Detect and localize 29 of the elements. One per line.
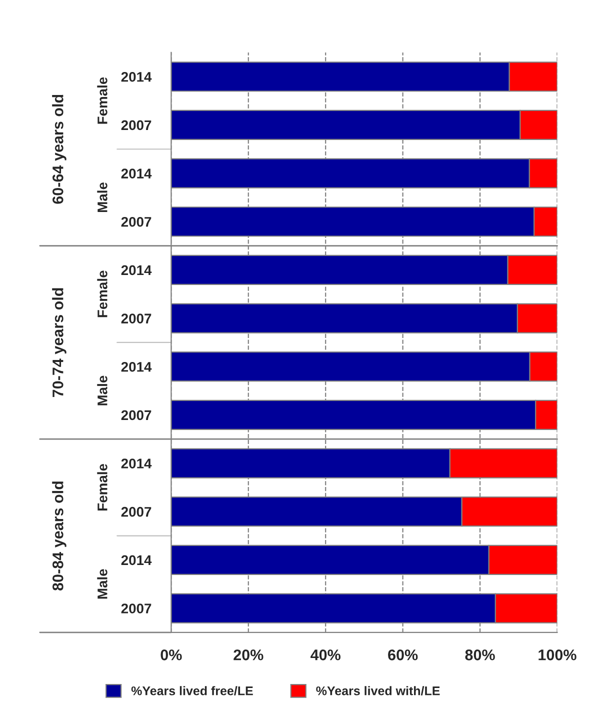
y-tick-label: 2014 [121, 168, 152, 178]
text: Male [97, 569, 108, 599]
text: Female [97, 77, 108, 124]
legend-label: %Years lived free/LE [131, 686, 253, 696]
y-tick-label: 2014 [121, 72, 152, 82]
y-tick-label: 2007 [121, 216, 152, 227]
y-tick-label: 2007 [121, 314, 152, 324]
y-tick-label: 2007 [121, 120, 152, 130]
x-tick-label: 20% [234, 650, 264, 660]
x-tick-label: 0% [160, 650, 182, 660]
y-tick-label: 2007 [121, 604, 152, 614]
y-tick-label: 2014 [121, 362, 152, 372]
text: 60-64 years old [52, 94, 66, 204]
y-tick-label: 2014 [121, 265, 152, 276]
x-tick-label: 40% [310, 650, 340, 660]
y-tick-label: 2007 [121, 410, 152, 420]
text: Female [97, 464, 108, 510]
text: Female [97, 270, 108, 318]
text: Male [97, 376, 108, 406]
text: Male [97, 182, 108, 212]
y-tick-label: 2007 [121, 506, 152, 517]
legend-label: %Years lived with/LE [316, 686, 440, 696]
x-tick-label: 80% [465, 650, 495, 660]
y-tick-label: 2014 [121, 555, 152, 566]
text: 80-84 years old [52, 482, 66, 590]
y-tick-label: 2014 [121, 458, 152, 468]
x-tick-label: 60% [388, 650, 418, 660]
x-tick-label: 100% [538, 650, 576, 660]
text: 70-74 years old [52, 288, 66, 397]
